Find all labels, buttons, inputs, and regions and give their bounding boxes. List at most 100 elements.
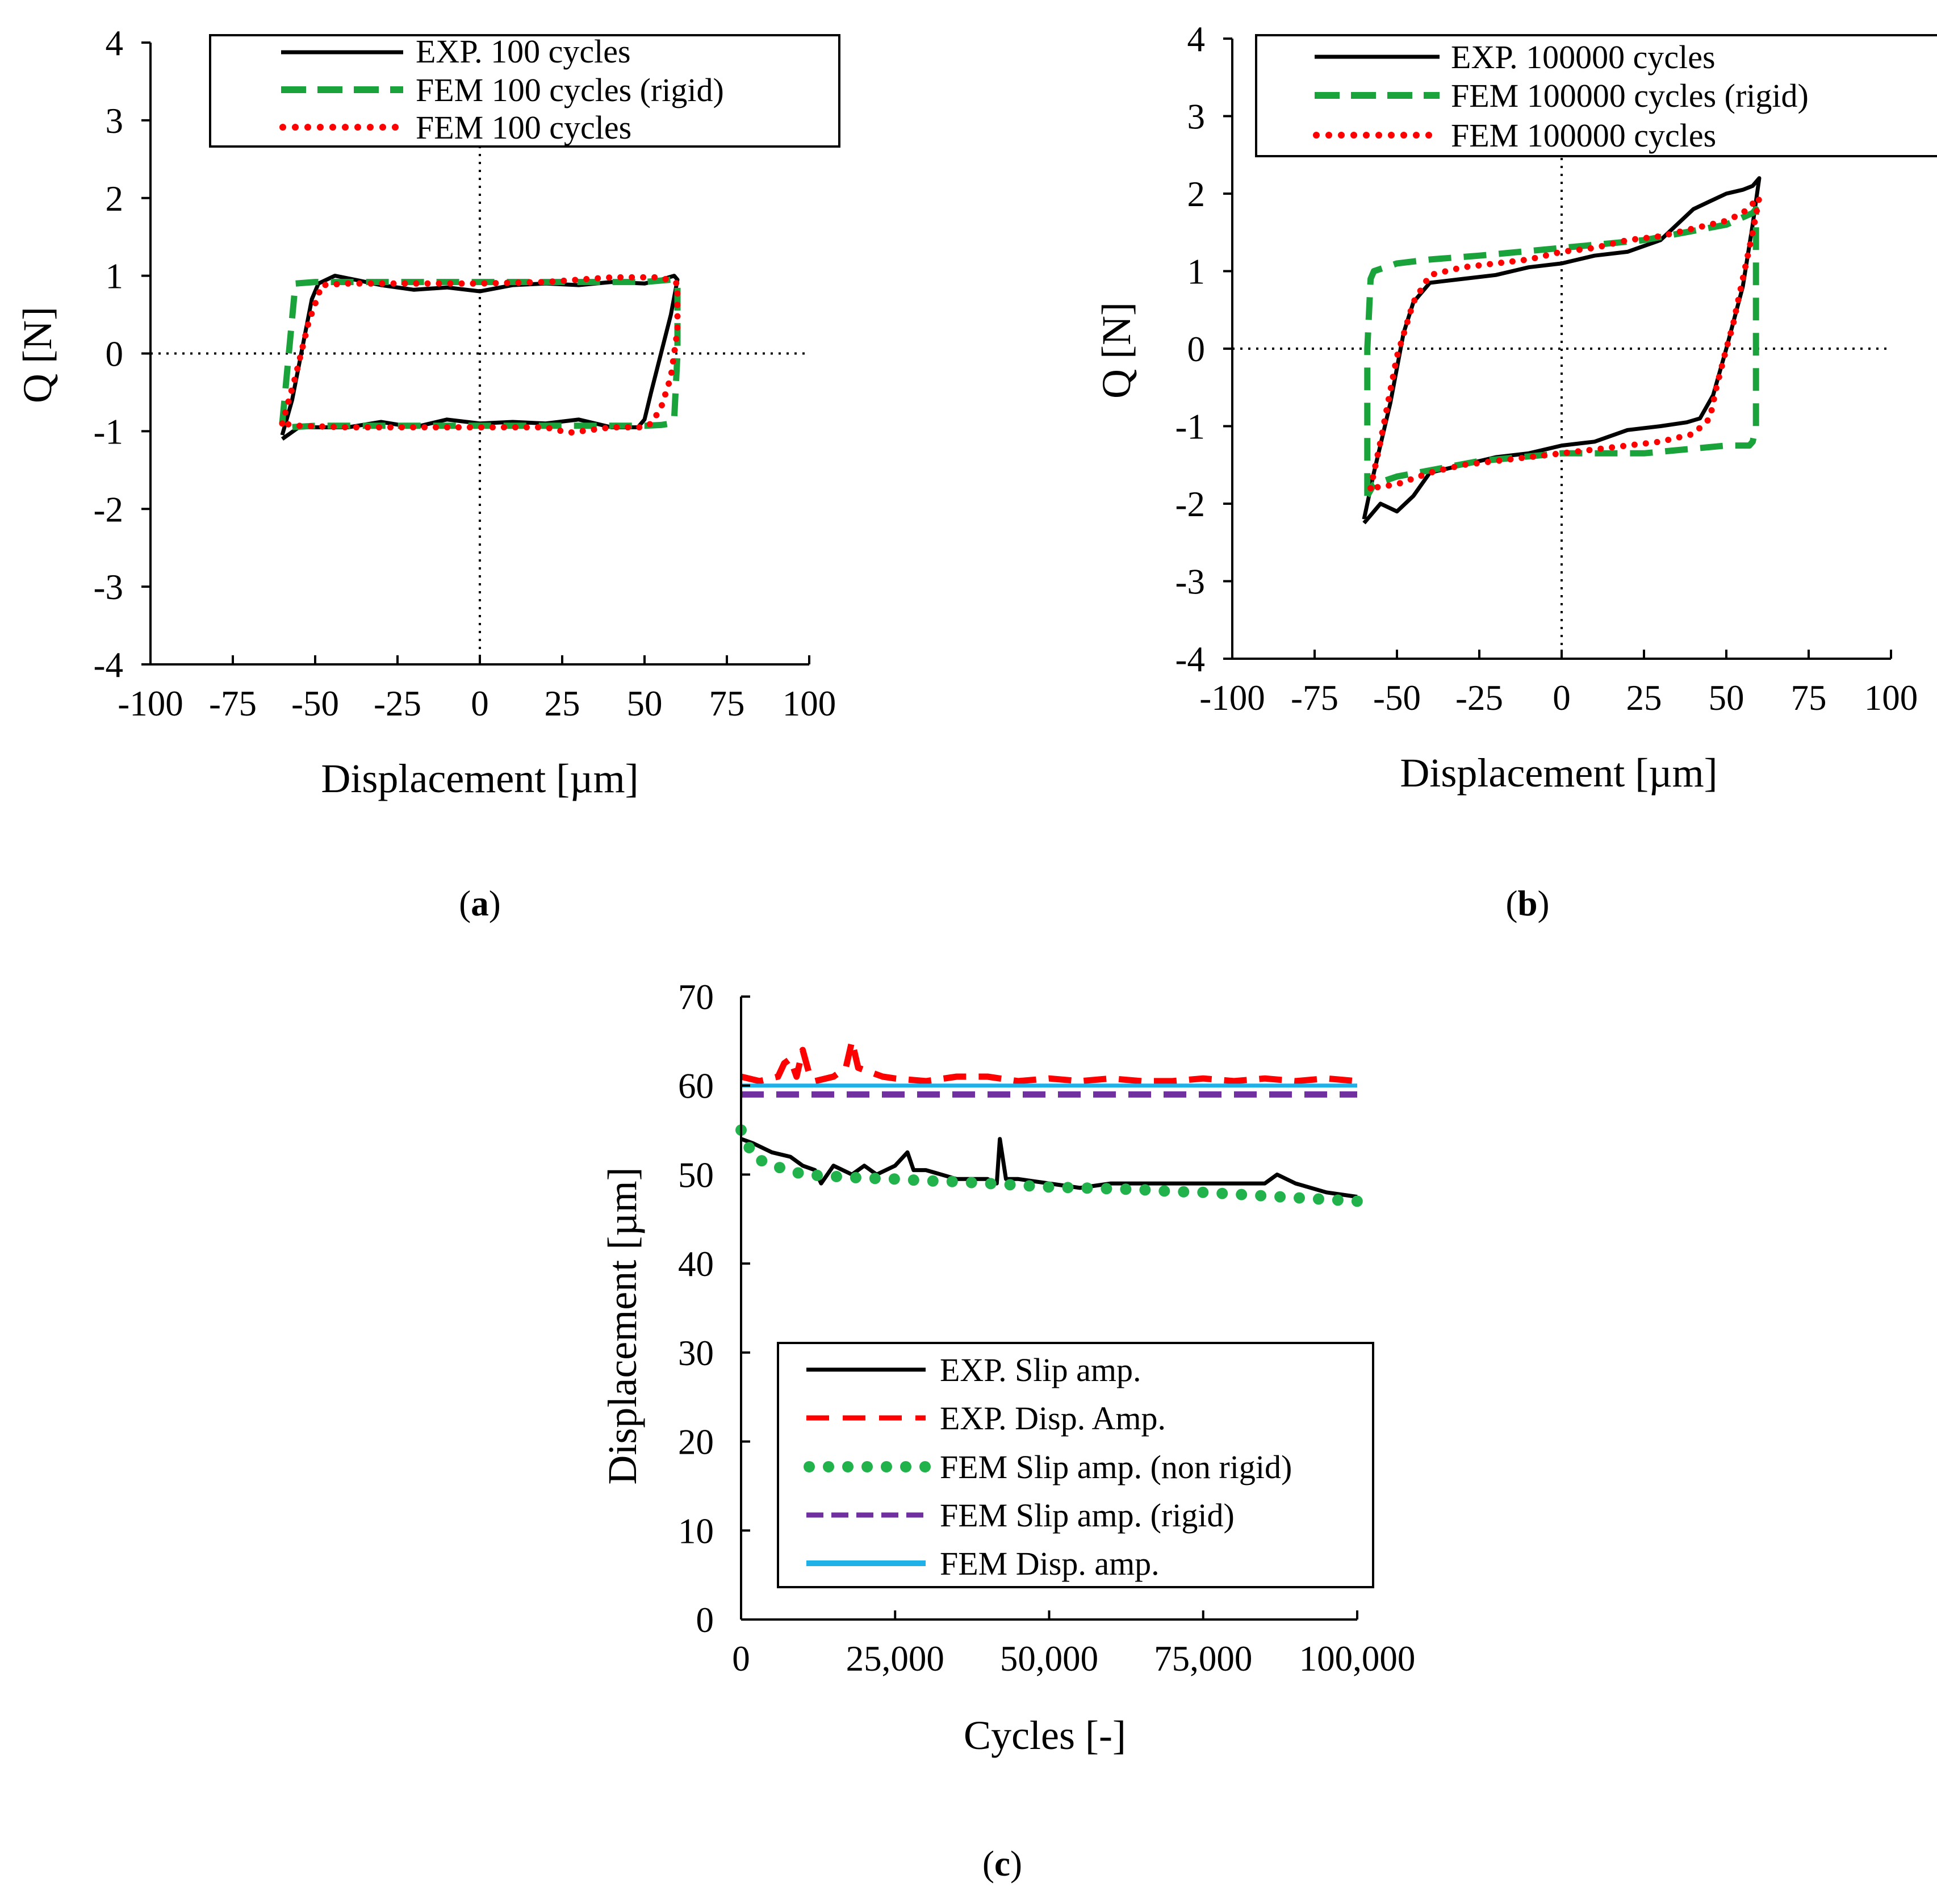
x-tick-label: 25 [1626, 678, 1662, 718]
y-tick-label: -4 [94, 645, 123, 685]
legend-box [777, 1342, 1374, 1588]
legend-label-exp: EXP. 100 cycles [416, 33, 631, 70]
x-tick-label: 0 [1553, 678, 1571, 718]
y-tick-label: 2 [1187, 174, 1206, 214]
legend-label-fem: FEM 100 cycles [416, 109, 631, 146]
y-tick-label: 4 [1187, 19, 1206, 59]
y-tick-label: -3 [1175, 562, 1205, 602]
y-tick-label: 20 [678, 1422, 714, 1462]
x-tick-label: 75,000 [1154, 1639, 1252, 1679]
panel-label-a-close: ) [489, 884, 501, 923]
y-tick-label: 4 [106, 23, 124, 63]
x-tick-label: -100 [1199, 678, 1265, 718]
chart-panel-a: -100 -75 -50 -25 0 25 50 75 100 4 3 2 1 0 -1 -2 -3 -4 Dis… [15, 23, 840, 801]
series-line-2 [279, 277, 681, 430]
legend-label-exp-slip: EXP. Slip amp. [940, 1351, 1141, 1388]
series-group [735, 1037, 1363, 1207]
panel-label-a-open: ( [459, 884, 471, 923]
y-tick-label: -3 [94, 567, 123, 607]
y-tick-label: 70 [678, 977, 714, 1017]
axes [1223, 37, 1892, 660]
series-group [279, 274, 681, 441]
legend-label-fem-rigid: FEM 100000 cycles (rigid) [1451, 77, 1809, 114]
x-tick-label: -25 [1455, 678, 1503, 718]
x-tick-label: 50,000 [1000, 1639, 1098, 1679]
tick-labels: 0 25,000 50,000 75,000 100,000 70 60 50 40 30 20 10… [678, 977, 1415, 1679]
y-tick-label: -2 [1175, 484, 1205, 524]
x-tick-label: 75 [1791, 678, 1827, 718]
y-tick-label: 0 [106, 334, 124, 374]
x-tick-label: 25,000 [846, 1639, 944, 1679]
legend-label-exp-disp: EXP. Disp. Amp. [940, 1400, 1166, 1437]
y-tick-label: -2 [94, 489, 123, 529]
y-tick-label: 40 [678, 1244, 714, 1284]
y-tick-label: 0 [696, 1600, 714, 1640]
axes [740, 995, 1358, 1621]
y-tick-label: 60 [678, 1066, 714, 1106]
series-line-1 [280, 274, 680, 441]
x-tick-label: 50 [627, 684, 663, 723]
legend-label-fem-disp: FEM Disp. amp. [940, 1545, 1160, 1582]
y-tick-label: 2 [106, 179, 124, 219]
y-tick-label: -4 [1175, 639, 1205, 679]
y-axis-title: Q [N] [1094, 302, 1139, 399]
x-tick-label: 25 [545, 684, 580, 723]
x-tick-label: 100 [1864, 678, 1918, 718]
legend: EXP. Slip amp. EXP. Disp. Amp. FEM Slip … [777, 1342, 1374, 1588]
panel-label-c-letter: c [994, 1844, 1010, 1884]
series-group [1362, 176, 1763, 525]
legend-label-fem-rigid: FEM 100 cycles (rigid) [416, 72, 724, 108]
legend-label-fem-slip-rigid: FEM Slip amp. (rigid) [940, 1497, 1235, 1534]
y-tick-label: 0 [1187, 329, 1206, 369]
legend: EXP. 100000 cycles FEM 100000 cycles (ri… [1255, 34, 1937, 157]
x-tick-label: 0 [732, 1639, 750, 1679]
series-line-3 [735, 1124, 1363, 1207]
x-tick-label: 50 [1709, 678, 1744, 718]
x-tick-label: 100,000 [1299, 1639, 1416, 1679]
panel-label-a-letter: a [471, 884, 489, 923]
panel-label-b-close: ) [1538, 884, 1550, 923]
legend-label-fem: FEM 100000 cycles [1451, 117, 1716, 154]
y-tick-label: 1 [106, 257, 124, 296]
legend-label-fem-slip-nonrigid: FEM Slip amp. (non rigid) [940, 1449, 1292, 1485]
panel-label-b: (b) [1505, 884, 1549, 923]
y-tick-label: 1 [1187, 252, 1206, 292]
tick-labels: -100 -75 -50 -25 0 25 50 75 100 4 3 2 1 0 -1 -2 -3 -4 [94, 23, 836, 723]
panel-label-a: (a) [459, 884, 500, 923]
y-tick-label: 10 [678, 1511, 714, 1551]
chart-panel-c: 0 25,000 50,000 75,000 100,000 70 60 50 40 30 20 10… [600, 977, 1415, 1758]
x-axis-title: Cycles [-] [964, 1713, 1126, 1758]
x-tick-label: 75 [709, 684, 745, 723]
x-tick-label: 0 [471, 684, 489, 723]
x-tick-label: -75 [209, 684, 257, 723]
y-tick-label: 50 [678, 1155, 714, 1195]
y-axis-title: Q [N] [15, 307, 60, 403]
y-tick-label: 30 [678, 1333, 714, 1373]
x-tick-label: -50 [1373, 678, 1421, 718]
y-tick-label: -1 [94, 412, 123, 451]
y-tick-label: 3 [106, 101, 124, 141]
x-tick-label: -25 [374, 684, 421, 723]
y-tick-label: 3 [1187, 97, 1206, 137]
legend-label-exp: EXP. 100000 cycles [1451, 39, 1716, 76]
y-tick-label: -1 [1175, 407, 1205, 447]
axes [141, 41, 810, 666]
series-line-3 [1367, 194, 1763, 492]
x-tick-label: -75 [1291, 678, 1338, 718]
panel-label-c: (c) [982, 1844, 1022, 1884]
tick-labels: -100 -75 -50 -25 0 25 50 75 100 4 3 2 1 0 -1 -2 -3 -4 [1175, 19, 1918, 718]
panel-label-c-close: ) [1010, 1844, 1022, 1884]
x-tick-label: 100 [783, 684, 836, 723]
x-axis-title: Displacement [µm] [321, 756, 638, 801]
x-tick-label: -100 [118, 684, 183, 723]
panel-label-c-open: ( [982, 1844, 994, 1884]
chart-panel-b: -100 -75 -50 -25 0 25 50 75 100 4 3 2 1 0 -1 -2 -3 -4 Dis… [1094, 19, 1937, 796]
legend: EXP. 100 cycles FEM 100 cycles (rigid) F… [209, 33, 840, 148]
panel-label-b-letter: b [1517, 884, 1537, 923]
series-line-2 [1364, 206, 1759, 498]
x-tick-label: -50 [291, 684, 339, 723]
series-line-2 [740, 1037, 1358, 1085]
y-axis-title: Displacement [µm] [600, 1167, 645, 1484]
series-line-3 [279, 274, 681, 436]
